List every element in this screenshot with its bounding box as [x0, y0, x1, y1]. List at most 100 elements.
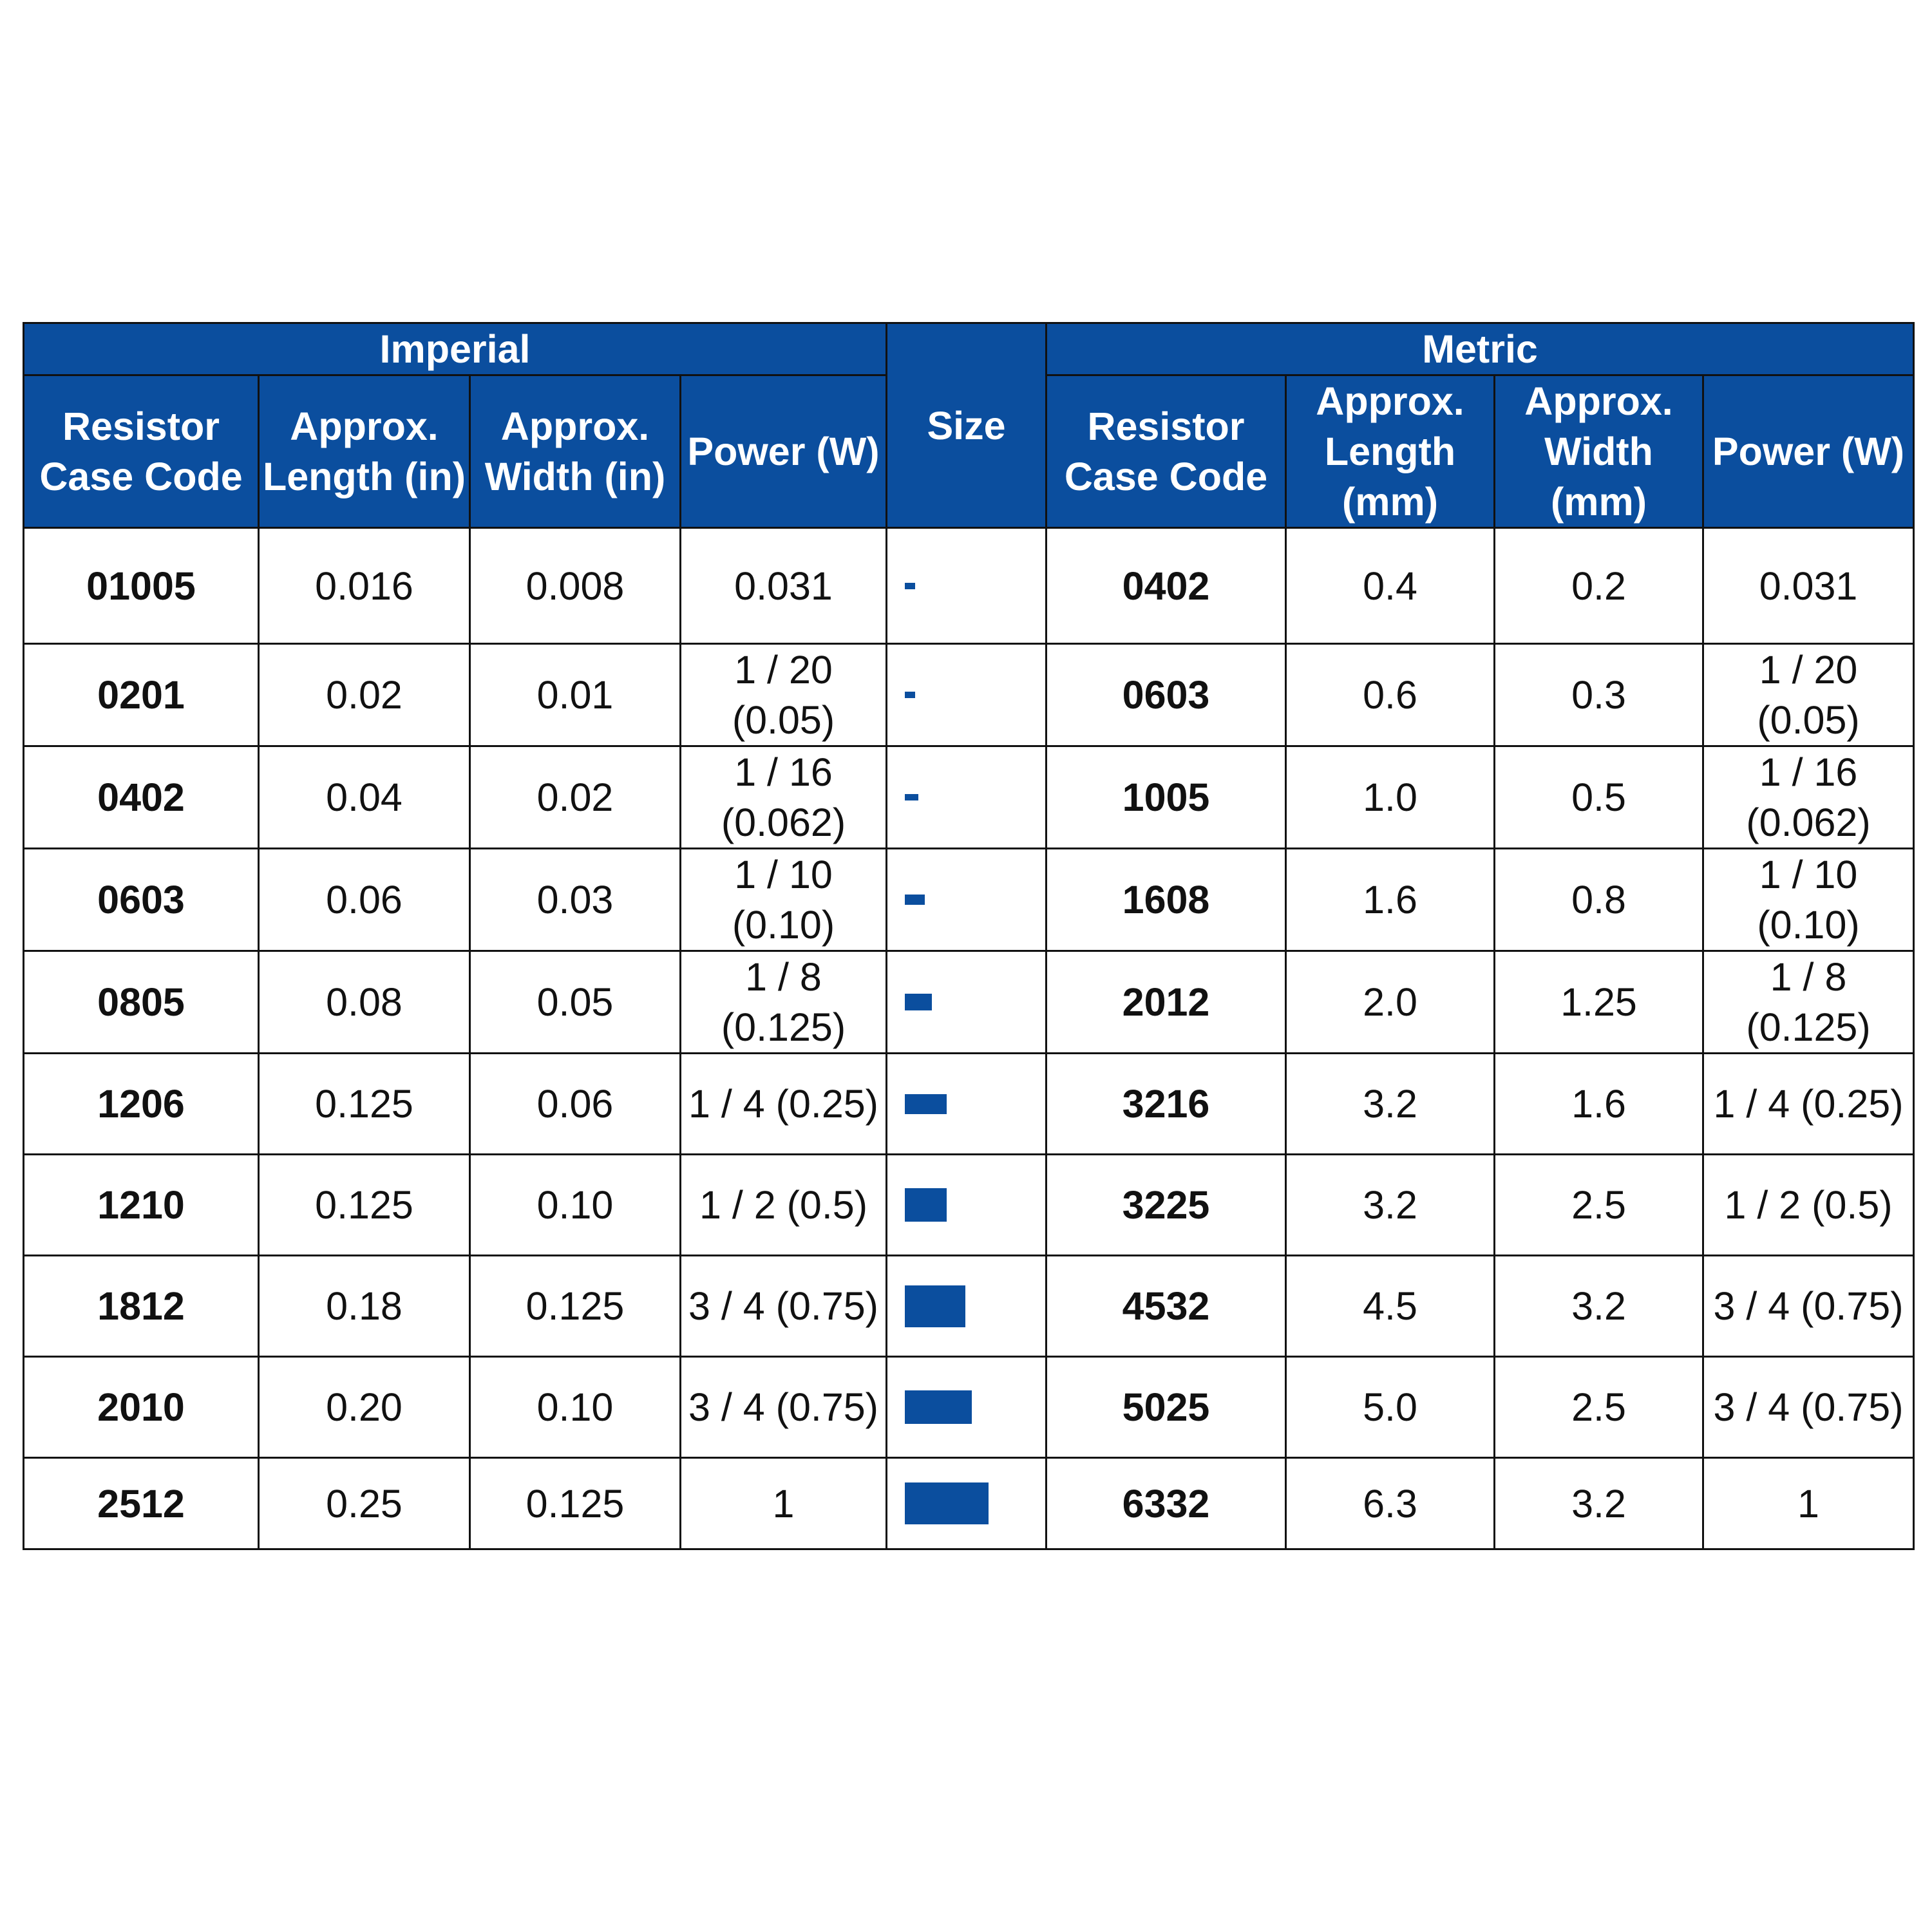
- imperial-case-code-cell: 1812: [23, 1255, 260, 1358]
- imperial-width-cell: 0.10: [469, 1153, 681, 1256]
- metric-width-cell: 0.8: [1493, 848, 1704, 952]
- metric-power-header: Power (W): [1701, 374, 1915, 529]
- size-cell: [886, 745, 1047, 849]
- imperial-length-cell: 0.08: [258, 950, 471, 1054]
- imperial-width-cell: 0.125: [469, 1457, 681, 1550]
- metric-power-cell: 1 / 16 (0.062): [1701, 745, 1915, 849]
- metric-length-header: Approx. Length (mm): [1285, 374, 1495, 529]
- metric-power-cell: 1 / 8 (0.125): [1701, 950, 1915, 1054]
- metric-case-code-header: Resistor Case Code: [1045, 374, 1287, 529]
- metric-group-header: Metric: [1045, 322, 1915, 376]
- size-rectangle: [905, 692, 915, 698]
- imperial-power-cell: 1 / 20 (0.05): [679, 643, 887, 747]
- metric-power-cell: 1 / 4 (0.25): [1701, 1052, 1915, 1155]
- imperial-width-cell: 0.01: [469, 643, 681, 747]
- size-rectangle: [905, 794, 918, 800]
- size-cell: [886, 848, 1047, 952]
- metric-power-cell: 0.031: [1701, 527, 1915, 645]
- imperial-group-header: Imperial: [23, 322, 887, 376]
- size-rectangle: [905, 1285, 965, 1327]
- imperial-width-cell: 0.02: [469, 745, 681, 849]
- imperial-width-cell: 0.008: [469, 527, 681, 645]
- imperial-case-code-cell: 2512: [23, 1457, 260, 1550]
- metric-case-code-cell: 4532: [1045, 1255, 1287, 1358]
- metric-width-cell: 2.5: [1493, 1153, 1704, 1256]
- imperial-width-cell: 0.125: [469, 1255, 681, 1358]
- imperial-length-cell: 0.125: [258, 1153, 471, 1256]
- metric-width-cell: 3.2: [1493, 1255, 1704, 1358]
- imperial-power-cell: 3 / 4 (0.75): [679, 1255, 887, 1358]
- table-row: 1812 0.18 0.125 3 / 4 (0.75) 4532 4.5 3.2 3 / 4…: [23, 1255, 1915, 1358]
- imperial-power-cell: 1 / 16 (0.062): [679, 745, 887, 849]
- metric-width-cell: 1.25: [1493, 950, 1704, 1054]
- imperial-power-header: Power (W): [679, 374, 887, 529]
- size-cell: [886, 1356, 1047, 1459]
- metric-power-cell: 1 / 2 (0.5): [1701, 1153, 1915, 1256]
- metric-width-cell: 1.6: [1493, 1052, 1704, 1155]
- table-row: 1206 0.125 0.06 1 / 4 (0.25) 3216 3.2 1.6 1 / 4…: [23, 1052, 1915, 1155]
- metric-case-code-cell: 2012: [1045, 950, 1287, 1054]
- metric-length-cell: 1.0: [1285, 745, 1495, 849]
- imperial-width-cell: 0.06: [469, 1052, 681, 1155]
- metric-width-cell: 0.5: [1493, 745, 1704, 849]
- imperial-length-cell: 0.06: [258, 848, 471, 952]
- metric-power-cell: 3 / 4 (0.75): [1701, 1356, 1915, 1459]
- imperial-width-cell: 0.10: [469, 1356, 681, 1459]
- table-row: 0603 0.06 0.03 1 / 10 (0.10) 1608 1.6 0.8 1 / 1…: [23, 848, 1915, 952]
- size-column-header: Size: [886, 322, 1047, 529]
- imperial-length-cell: 0.016: [258, 527, 471, 645]
- size-cell: [886, 1052, 1047, 1155]
- size-rectangle: [905, 1482, 989, 1524]
- metric-case-code-cell: 1005: [1045, 745, 1287, 849]
- imperial-power-cell: 3 / 4 (0.75): [679, 1356, 887, 1459]
- metric-length-cell: 2.0: [1285, 950, 1495, 1054]
- imperial-power-cell: 1 / 2 (0.5): [679, 1153, 887, 1256]
- metric-case-code-cell: 6332: [1045, 1457, 1287, 1550]
- table-row: 2512 0.25 0.125 1 6332 6.3 3.2 1: [23, 1457, 1915, 1550]
- imperial-case-code-cell: 0402: [23, 745, 260, 849]
- imperial-length-cell: 0.25: [258, 1457, 471, 1550]
- imperial-case-code-cell: 0603: [23, 848, 260, 952]
- imperial-width-cell: 0.03: [469, 848, 681, 952]
- imperial-case-code-cell: 01005: [23, 527, 260, 645]
- size-rectangle: [905, 1094, 947, 1114]
- imperial-width-cell: 0.05: [469, 950, 681, 1054]
- metric-width-cell: 0.2: [1493, 527, 1704, 645]
- metric-length-cell: 1.6: [1285, 848, 1495, 952]
- metric-length-cell: 5.0: [1285, 1356, 1495, 1459]
- metric-length-cell: 6.3: [1285, 1457, 1495, 1550]
- imperial-length-cell: 0.04: [258, 745, 471, 849]
- metric-width-header: Approx. Width (mm): [1493, 374, 1704, 529]
- imperial-power-cell: 0.031: [679, 527, 887, 645]
- metric-length-cell: 0.6: [1285, 643, 1495, 747]
- size-cell: [886, 643, 1047, 747]
- imperial-case-code-cell: 1210: [23, 1153, 260, 1256]
- imperial-case-code-cell: 0201: [23, 643, 260, 747]
- metric-length-cell: 4.5: [1285, 1255, 1495, 1358]
- imperial-power-cell: 1 / 10 (0.10): [679, 848, 887, 952]
- size-cell: [886, 1153, 1047, 1256]
- resistor-size-table: Imperial Size Metric Resistor Case Code …: [23, 322, 1915, 1550]
- metric-case-code-cell: 3225: [1045, 1153, 1287, 1256]
- size-rectangle: [905, 582, 915, 589]
- metric-case-code-cell: 0603: [1045, 643, 1287, 747]
- metric-case-code-cell: 5025: [1045, 1356, 1287, 1459]
- imperial-length-cell: 0.125: [258, 1052, 471, 1155]
- imperial-length-cell: 0.20: [258, 1356, 471, 1459]
- size-cell: [886, 1457, 1047, 1550]
- metric-width-cell: 0.3: [1493, 643, 1704, 747]
- imperial-power-cell: 1 / 8 (0.125): [679, 950, 887, 1054]
- imperial-length-cell: 0.02: [258, 643, 471, 747]
- metric-length-cell: 3.2: [1285, 1052, 1495, 1155]
- table-row: 1210 0.125 0.10 1 / 2 (0.5) 3225 3.2 2.5 1 / 2 …: [23, 1153, 1915, 1256]
- metric-power-cell: 3 / 4 (0.75): [1701, 1255, 1915, 1358]
- table-row: 0402 0.04 0.02 1 / 16 (0.062) 1005 1.0 0.5 1 / …: [23, 745, 1915, 849]
- imperial-case-code-header: Resistor Case Code: [23, 374, 260, 529]
- table-row: 01005 0.016 0.008 0.031 0402 0.4 0.2 0.031: [23, 527, 1915, 645]
- imperial-power-cell: 1 / 4 (0.25): [679, 1052, 887, 1155]
- imperial-case-code-cell: 2010: [23, 1356, 260, 1459]
- metric-case-code-cell: 0402: [1045, 527, 1287, 645]
- imperial-width-header: Approx. Width (in): [469, 374, 681, 529]
- imperial-length-header: Approx. Length (in): [258, 374, 471, 529]
- size-rectangle: [905, 994, 932, 1010]
